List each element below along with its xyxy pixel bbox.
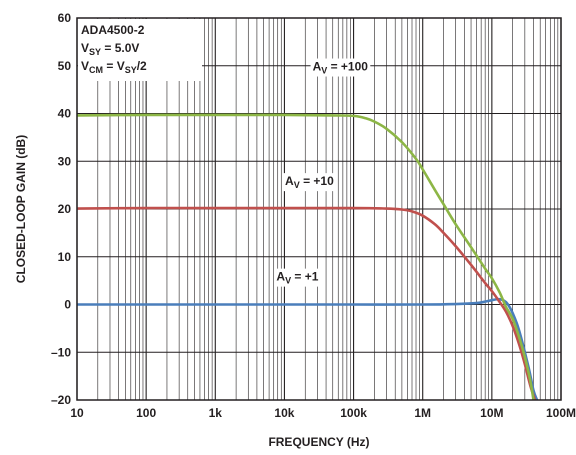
- y-tick-label: 30: [58, 154, 72, 168]
- x-tick-label: 10k: [274, 406, 294, 420]
- series-layer: [77, 113, 539, 400]
- series-label-av100: AV = +100: [313, 60, 369, 76]
- x-tick-label: 100k: [340, 406, 367, 420]
- conditions-annotation: ADA4500-2 VSY = 5.0V VCM = VSY/2: [78, 19, 202, 81]
- y-tick-label: 20: [58, 202, 72, 216]
- y-tick-label: 10: [58, 250, 72, 264]
- series-label-bg-av1: [274, 268, 321, 287]
- x-tick-label: 10M: [480, 406, 503, 420]
- y-tick-label: 40: [58, 107, 72, 121]
- x-tick-label: 100M: [546, 406, 576, 420]
- x-axis-title: FREQUENCY (Hz): [268, 435, 369, 449]
- series-line-av10: [77, 206, 537, 400]
- y-tick-label: 60: [58, 11, 72, 25]
- part-number: ADA4500-2: [81, 23, 145, 37]
- y-tick-label: 0: [64, 298, 71, 312]
- x-tick-label: 1k: [209, 406, 223, 420]
- y-tick-label: –20: [51, 393, 71, 407]
- series-label-bg-av100: [310, 58, 371, 77]
- y-axis-title: CLOSED-LOOP GAIN (dB): [14, 135, 28, 283]
- x-tick-label: 1M: [414, 406, 431, 420]
- conditions-background: [78, 19, 202, 81]
- y-tick-label: 50: [58, 59, 72, 73]
- series-line-av100: [77, 113, 535, 400]
- series-label-av1: AV = +1: [276, 270, 318, 286]
- x-tick-label: 10: [70, 406, 84, 420]
- supply-voltage-label: VSY = 5.0V: [81, 41, 139, 57]
- y-tick-labels: –20 –10 0 10 20 30 40 50 60: [51, 11, 71, 407]
- common-mode-voltage-label: VCM = VSY/2: [81, 59, 147, 75]
- x-tick-labels: 10 100 1k 10k 100k 1M 10M 100M: [70, 406, 576, 420]
- series-label-av10: AV = +10: [285, 174, 334, 190]
- x-tick-label: 100: [136, 406, 156, 420]
- series-label-bg-av10: [283, 173, 337, 192]
- plot-frame: [76, 17, 562, 401]
- y-tick-label: –10: [51, 345, 71, 359]
- series-labels: AV = +100 AV = +10 AV = +1: [274, 58, 371, 287]
